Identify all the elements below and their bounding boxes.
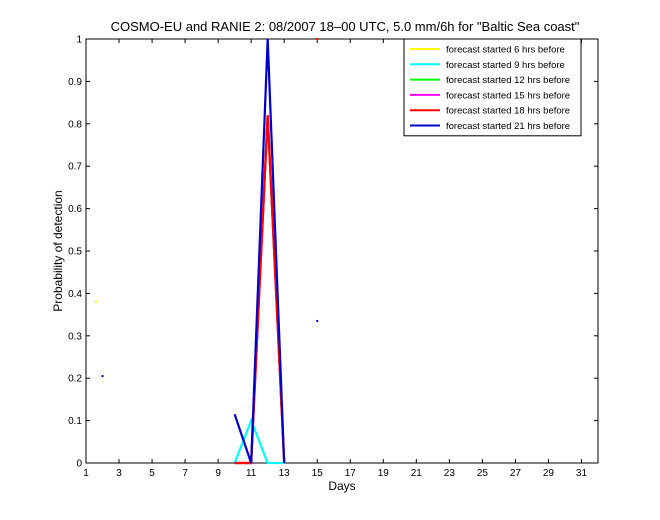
x-tick-label: 31 bbox=[576, 468, 588, 479]
x-tick-label: 13 bbox=[279, 468, 291, 479]
legend-entry-2: forecast started 9 hrs before bbox=[446, 60, 565, 71]
y-tick-label: 0 bbox=[76, 459, 82, 470]
y-tick-label: 0.7 bbox=[68, 162, 82, 173]
x-tick-label: 29 bbox=[543, 468, 555, 479]
x-tick-label: 5 bbox=[149, 468, 155, 479]
series-line-6 bbox=[233, 38, 286, 464]
y-tick-label: 0.4 bbox=[68, 289, 82, 300]
x-tick-label: 9 bbox=[215, 468, 221, 479]
series-point-5 bbox=[316, 38, 319, 40]
legend-entry-5: forecast started 18 hrs before bbox=[446, 106, 570, 117]
x-tick-label: 17 bbox=[345, 468, 357, 479]
x-tick-label: 11 bbox=[246, 468, 257, 479]
series-line-5 bbox=[234, 115, 286, 465]
series-point-6 bbox=[316, 319, 319, 322]
x-tick-label: 19 bbox=[378, 468, 390, 479]
series-point-6 bbox=[101, 375, 104, 378]
x-tick-label: 27 bbox=[510, 468, 522, 479]
x-tick-label: 15 bbox=[312, 468, 324, 479]
y-tick-label: 0.1 bbox=[68, 416, 82, 427]
legend-entry-6: forecast started 21 hrs before bbox=[446, 121, 570, 132]
y-tick-label: 0.6 bbox=[68, 204, 82, 215]
y-tick-label: 0.3 bbox=[68, 331, 82, 342]
legend: forecast started 6 hrs before forecast st… bbox=[403, 38, 582, 137]
legend-entry-1: forecast started 6 hrs before bbox=[446, 45, 565, 56]
y-tick-label: 0.5 bbox=[68, 247, 82, 258]
legend-entry-4: forecast started 15 hrs before bbox=[446, 90, 570, 101]
series-layer bbox=[94, 38, 319, 465]
legend-entry-3: forecast started 12 hrs before bbox=[446, 75, 570, 86]
chart-title: COSMO-EU and RANIE 2: 08/2007 18–00 UTC,… bbox=[111, 19, 580, 34]
y-tick-label: 0.9 bbox=[68, 77, 82, 88]
axis-ticks: 1 3 5 7 9 11 13 15 17 19 21 23 25 27 29 3100.10.20.30.4… bbox=[68, 35, 598, 479]
x-tick-label: 23 bbox=[444, 468, 456, 479]
x-tick-label: 21 bbox=[411, 468, 423, 479]
x-tick-label: 7 bbox=[182, 468, 188, 479]
y-axis-label: Probability of detection bbox=[51, 190, 65, 311]
y-tick-label: 0.8 bbox=[68, 119, 82, 130]
y-tick-label: 1 bbox=[76, 35, 82, 46]
legend-box bbox=[403, 38, 582, 137]
series-point-1 bbox=[94, 300, 97, 303]
x-tick-label: 1 bbox=[83, 468, 89, 479]
y-tick-label: 0.2 bbox=[68, 374, 82, 385]
x-tick-label: 3 bbox=[116, 468, 122, 479]
x-tick-label: 25 bbox=[477, 468, 489, 479]
x-axis-label: Days bbox=[328, 479, 355, 493]
